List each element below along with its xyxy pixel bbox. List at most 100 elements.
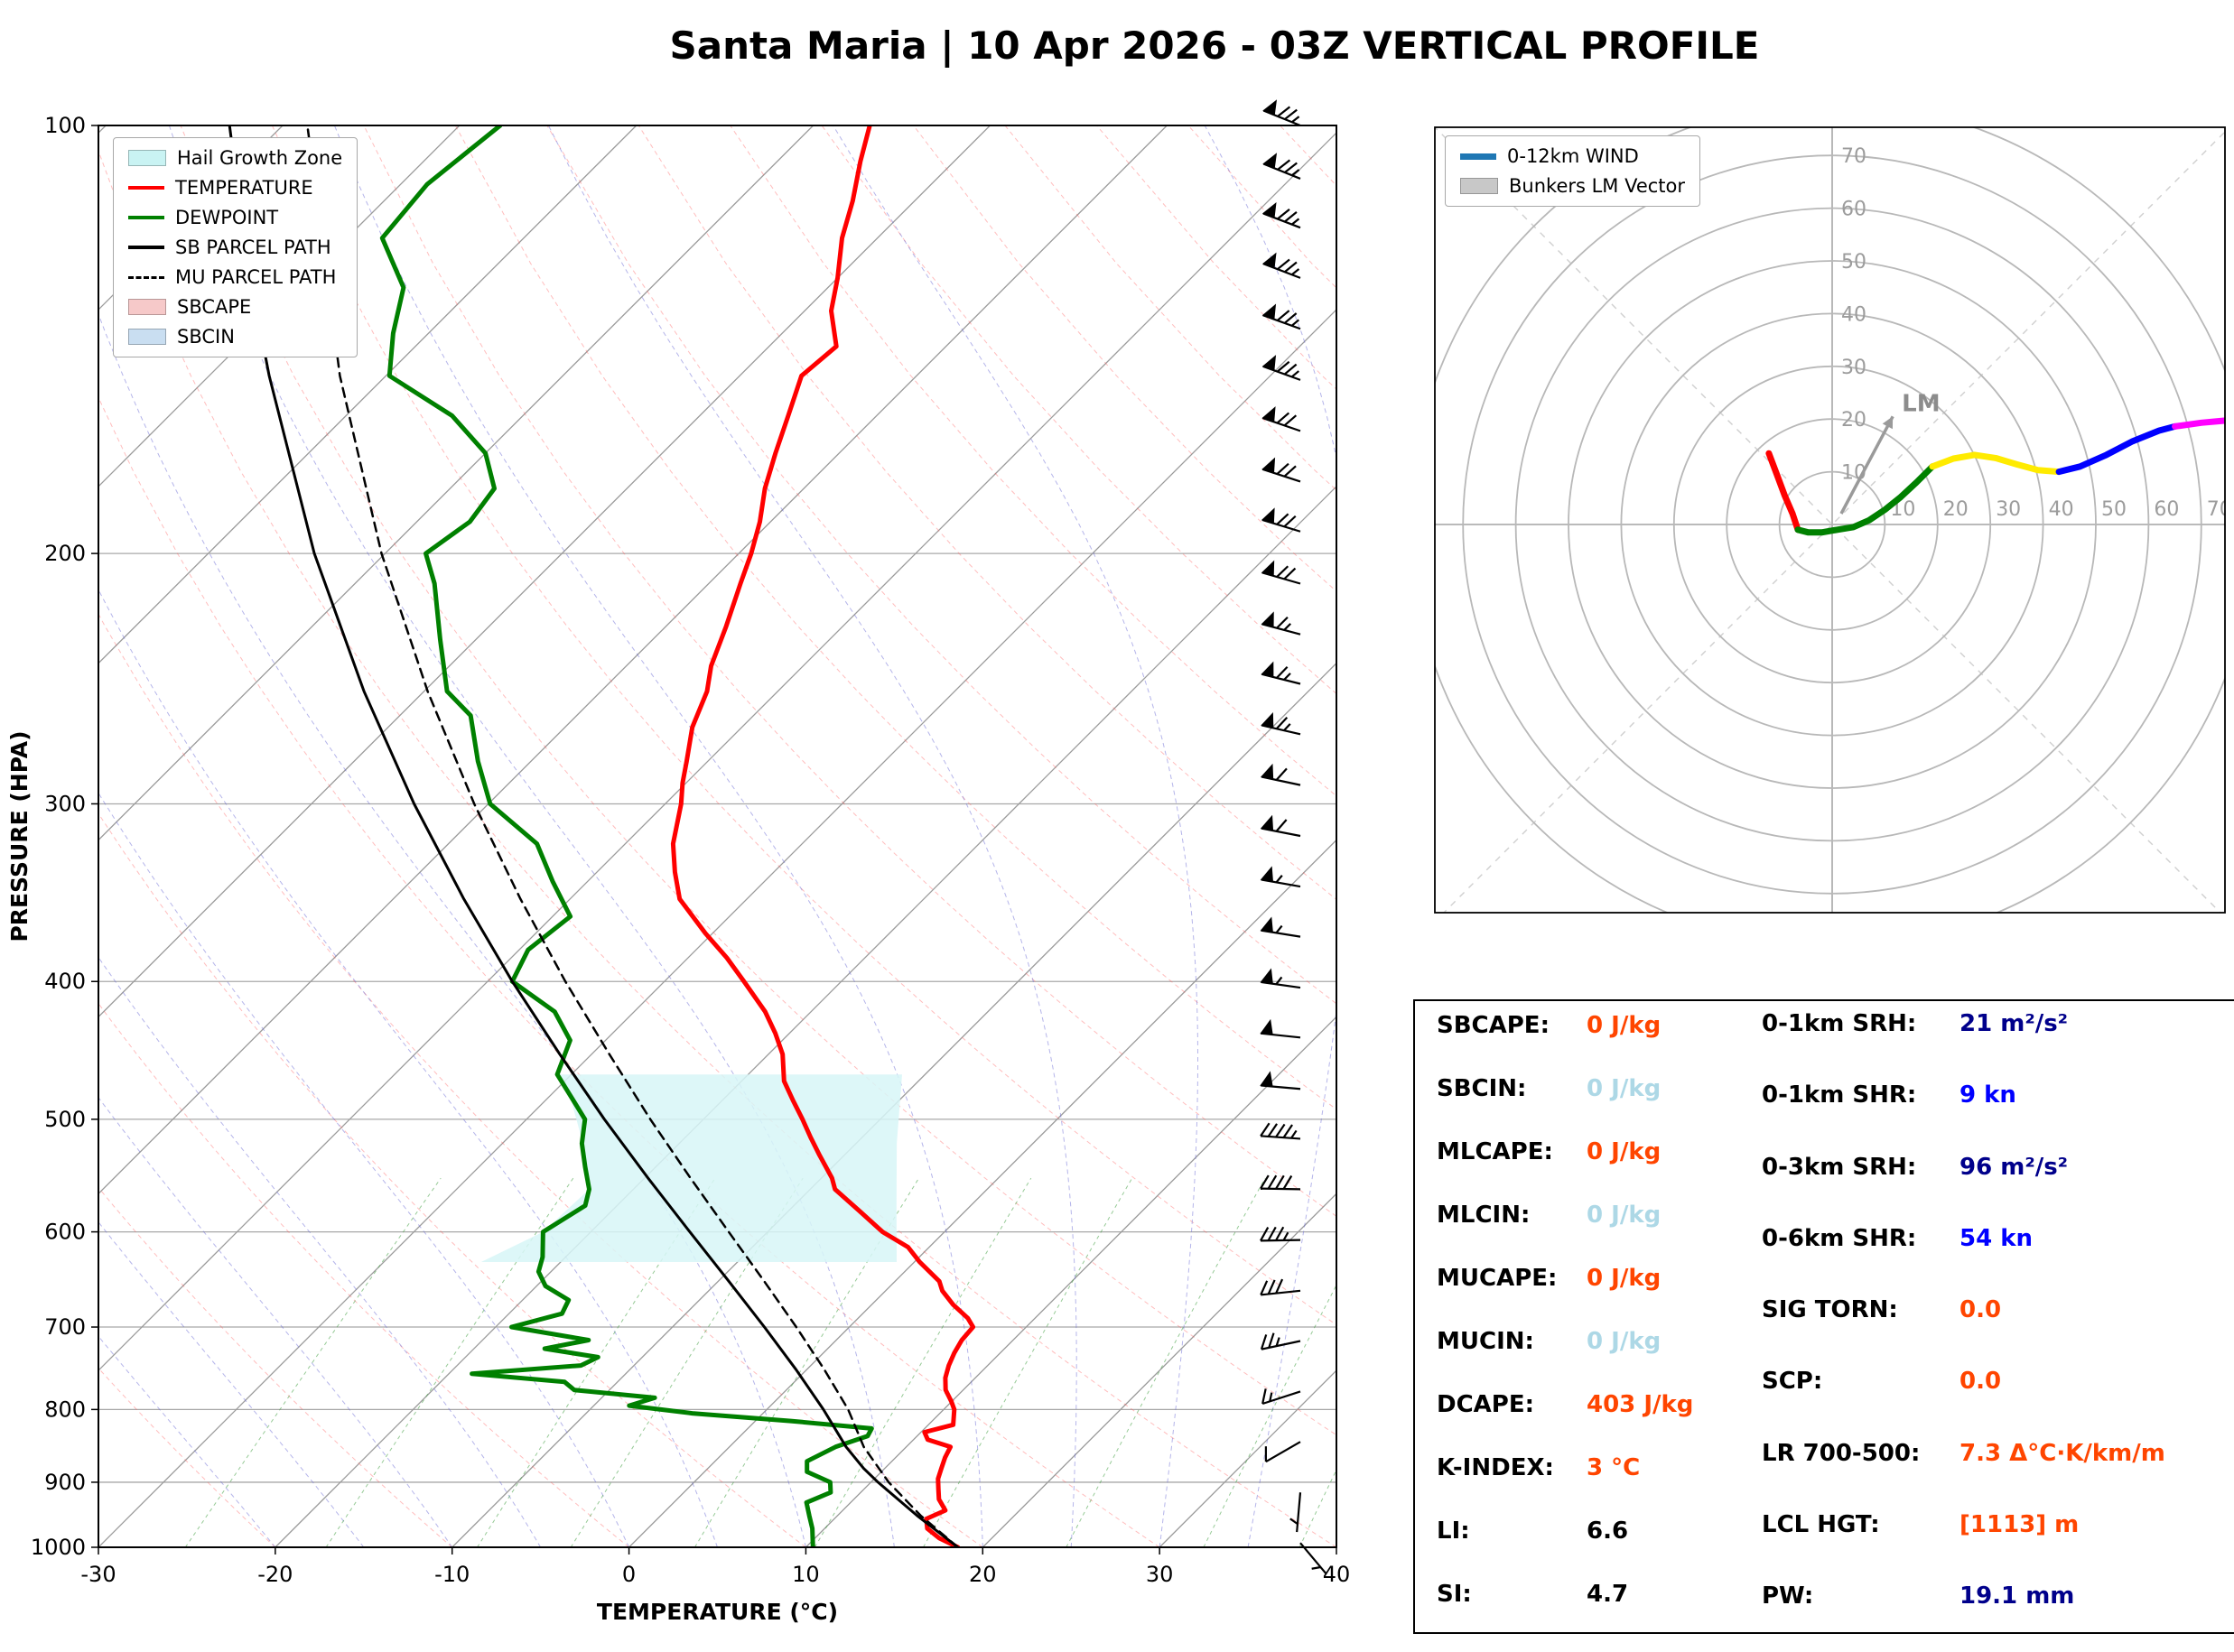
dry-adiabat-line (98, 1186, 453, 1547)
stat-value: 3 °C (1587, 1454, 1641, 1481)
bunkers-lm-vector (1839, 415, 1894, 515)
skewt-legend-label: SBCIN (177, 326, 235, 348)
moist-adiabat-line (333, 125, 983, 1547)
isotherm-line (628, 839, 1336, 1547)
stat-row: SI: 4.7 (1437, 1581, 1780, 1608)
skewt-legend-item: SBCIN (128, 326, 342, 348)
stat-value: 9 kn (1959, 1081, 2016, 1109)
stat-row: 0-6km SHR: 54 kn (1762, 1225, 2213, 1252)
hodograph-segment-2 (1794, 463, 1936, 536)
hodograph-ring (1568, 260, 2097, 789)
stat-value: [1113] m (1959, 1510, 2080, 1538)
wind-barb (1289, 1492, 1302, 1533)
hodograph-ring (1514, 207, 2150, 842)
skewt-legend-swatch (128, 329, 166, 345)
wind-barb (1260, 1278, 1301, 1296)
wind-barb (1262, 153, 1301, 180)
wind-barb (1261, 355, 1301, 381)
stat-value: 0.0 (1959, 1296, 2002, 1323)
wind-barb-column (1260, 99, 1327, 1574)
stat-row: DCAPE: 403 J/kg (1437, 1391, 1780, 1418)
skewt-legend: Hail Growth Zone TEMPERATURE DEWPOINT SB PA… (113, 137, 358, 357)
pressure-tick-label: 600 (44, 1220, 86, 1245)
stat-value: 21 m²/s² (1959, 1010, 2069, 1037)
moist-adiabat-line (98, 1097, 453, 1547)
stat-label: MLCAPE: (1437, 1138, 1553, 1165)
skewt-legend-label: DEWPOINT (175, 207, 279, 228)
skewt-legend-item: Hail Growth Zone (128, 147, 342, 169)
wind-barb (1261, 560, 1301, 585)
hodo-legend-item: 0-12km WIND (1460, 145, 1685, 167)
isotherm-line (98, 125, 991, 1018)
temperature-tick-label: 20 (969, 1562, 997, 1587)
stat-value: 4.7 (1587, 1581, 1629, 1608)
hodo-legend-swatch (1460, 153, 1496, 160)
stat-row: 0-1km SHR: 9 kn (1762, 1081, 2213, 1109)
wind-barb (1261, 712, 1301, 736)
wind-barb (1260, 1332, 1301, 1350)
lm-arrowhead (1882, 416, 1894, 430)
wind-barb (1264, 1441, 1301, 1463)
isotherm-line (98, 125, 461, 487)
stat-row: PW: 19.1 mm (1762, 1582, 2213, 1610)
stat-row: MLCAPE: 0 J/kg (1437, 1138, 1780, 1165)
stat-label: SI: (1437, 1581, 1472, 1608)
stats-left-column: SBCAPE: 0 J/kg SBCIN: 0 J/kg MLCAPE: 0 J/kg ML… (1437, 1012, 1780, 1608)
hodograph-legend: 0-12km WIND Bunkers LM Vector (1445, 135, 1701, 207)
wind-barb (1260, 916, 1301, 938)
stat-label: SCP: (1762, 1368, 1823, 1396)
ring-label-top: 40 (1841, 303, 1866, 326)
stat-value: 54 kn (1959, 1224, 2034, 1252)
mixing-ratio-line (694, 1177, 920, 1547)
ring-label-top: 70 (1841, 145, 1866, 168)
mixing-ratio-line (923, 1177, 1133, 1547)
hodo-legend-label: Bunkers LM Vector (1509, 175, 1686, 197)
temperature-tick-label: -20 (257, 1562, 293, 1587)
pressure-tick-label: 800 (44, 1397, 86, 1422)
temperature-tick-label: 40 (1323, 1562, 1351, 1587)
stats-right-column: 0-1km SRH: 21 m²/s² 0-1km SHR: 9 kn 0-3km SR… (1762, 1010, 2213, 1610)
stat-value: 0 J/kg (1587, 1075, 1662, 1102)
ring-label-top: 50 (1841, 251, 1866, 274)
isotherm-line (98, 125, 814, 841)
dry-adiabat-line (98, 396, 1160, 1547)
mixing-ratio-line (814, 1177, 1032, 1547)
stat-label: MUCIN: (1437, 1328, 1534, 1355)
dry-adiabat-line (98, 613, 983, 1547)
stat-value: 6.6 (1587, 1517, 1629, 1545)
hodograph-ring (1726, 418, 1939, 631)
stat-row: 0-3km SRH: 96 m²/s² (1762, 1154, 2213, 1181)
moist-adiabat-line (98, 589, 718, 1547)
isotherm-line (451, 662, 1336, 1547)
stat-row: SIG TORN: 0.0 (1762, 1296, 2213, 1323)
skewt-frame (98, 125, 1337, 1548)
isotherm-line (98, 125, 638, 664)
hodograph-ring (1620, 312, 2044, 737)
skewt-legend-swatch (128, 150, 166, 166)
wind-barb (1261, 201, 1301, 229)
ring-label-top: 20 (1841, 409, 1866, 432)
mixing-ratio-line (1066, 1177, 1266, 1547)
wind-barb (1261, 252, 1301, 279)
moist-adiabat-line (98, 1335, 276, 1547)
stat-value: 0 J/kg (1587, 1202, 1662, 1229)
skewt-legend-swatch (128, 216, 164, 219)
stat-value: 0 J/kg (1587, 1138, 1662, 1165)
mu-parcel-path-line (306, 125, 960, 1547)
pressure-tick-label: 400 (44, 969, 86, 994)
y-axis-title: PRESSURE (HPA) (6, 730, 33, 942)
skewt-legend-item: MU PARCEL PATH (128, 266, 342, 288)
pressure-tick-label: 700 (44, 1314, 86, 1340)
skewt-legend-swatch (128, 299, 166, 315)
skewt-legend-label: MU PARCEL PATH (175, 266, 337, 288)
stat-value: 0 J/kg (1587, 1265, 1662, 1292)
skewt-legend-item: DEWPOINT (128, 207, 342, 228)
isotherm-line (805, 1016, 1336, 1547)
skewt-legend-label: TEMPERATURE (175, 177, 313, 199)
stat-label: K-INDEX: (1437, 1454, 1554, 1481)
stat-value: 0.0 (1959, 1368, 2002, 1396)
temperature-tick-label: 0 (622, 1562, 636, 1587)
